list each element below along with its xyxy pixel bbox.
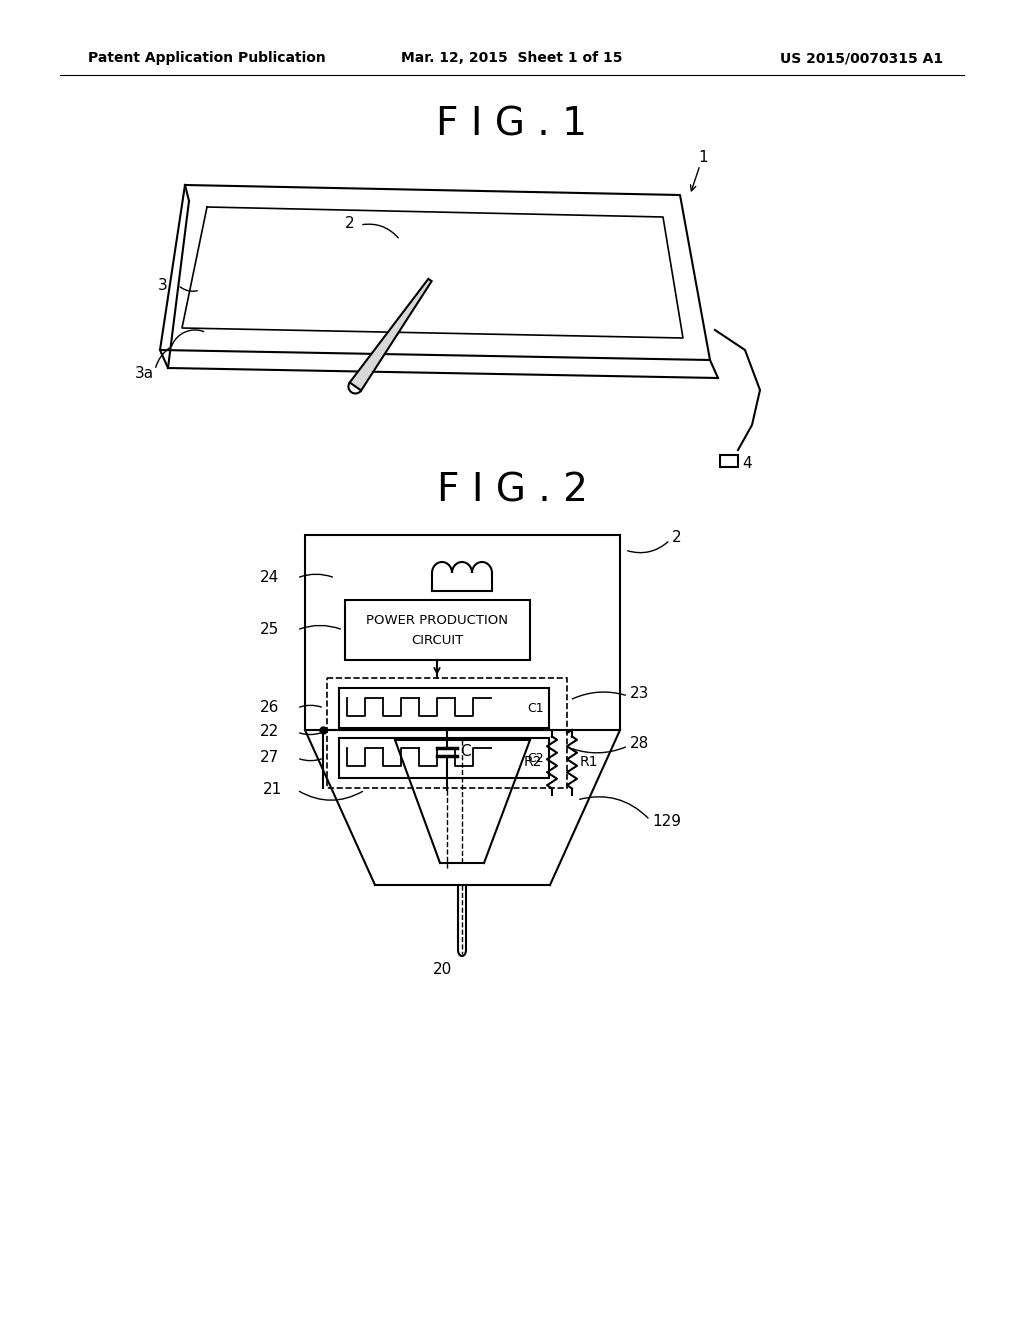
Text: 2: 2: [345, 215, 354, 231]
Bar: [305, 535, 620, 730]
Text: 26: 26: [260, 701, 280, 715]
Text: F I G . 1: F I G . 1: [436, 106, 588, 144]
Bar: [339, 738, 549, 777]
Text: 24: 24: [260, 570, 280, 586]
Text: R2: R2: [524, 755, 543, 770]
Text: 3: 3: [158, 277, 168, 293]
Text: R1: R1: [580, 755, 598, 770]
Text: 21: 21: [263, 783, 283, 797]
Text: Patent Application Publication: Patent Application Publication: [88, 51, 326, 65]
Bar: [327, 678, 567, 788]
Text: 23: 23: [630, 686, 649, 701]
Text: C1: C1: [527, 701, 544, 714]
Text: 2: 2: [672, 531, 682, 545]
Polygon shape: [350, 279, 432, 391]
Text: 20: 20: [432, 962, 452, 978]
Text: 27: 27: [260, 751, 280, 766]
Bar: [339, 688, 549, 729]
Text: C2: C2: [527, 751, 544, 764]
Text: C: C: [460, 744, 471, 759]
Text: Mar. 12, 2015  Sheet 1 of 15: Mar. 12, 2015 Sheet 1 of 15: [401, 51, 623, 65]
Text: 28: 28: [630, 737, 649, 751]
Text: 25: 25: [260, 623, 280, 638]
Text: CIRCUIT: CIRCUIT: [411, 634, 463, 647]
Text: F I G . 2: F I G . 2: [436, 471, 588, 510]
Text: 129: 129: [652, 814, 681, 829]
Text: 22: 22: [260, 725, 280, 739]
Text: 3a: 3a: [135, 366, 155, 380]
Bar: [345, 601, 530, 660]
Text: POWER PRODUCTION: POWER PRODUCTION: [366, 614, 508, 627]
Text: 4: 4: [742, 455, 752, 470]
Text: US 2015/0070315 A1: US 2015/0070315 A1: [780, 51, 943, 65]
Bar: [720, 455, 738, 467]
Text: 1: 1: [698, 150, 708, 165]
